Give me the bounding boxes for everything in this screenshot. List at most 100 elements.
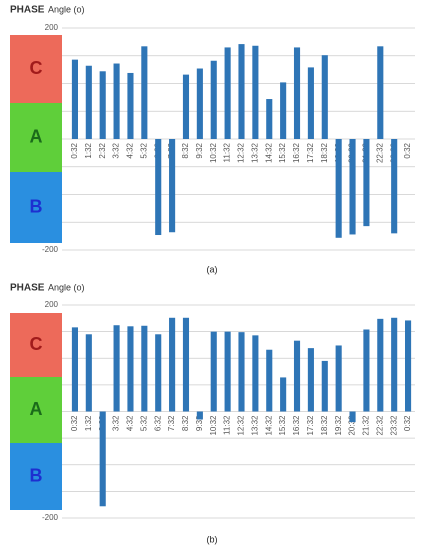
x-tick-label: 4:32 [126, 142, 135, 158]
x-tick-label: 11:32 [223, 415, 232, 435]
bar [224, 331, 231, 412]
bar [293, 340, 301, 412]
x-tick-label: 13:32 [250, 142, 259, 163]
bar [127, 72, 134, 139]
bar [349, 411, 356, 423]
bar [141, 46, 148, 139]
bar [238, 332, 245, 412]
bar [266, 349, 273, 412]
chart-title: PHASE [10, 5, 45, 16]
zone-label: C [30, 58, 43, 78]
chart-subtitle: Angle (ο) [48, 4, 85, 14]
x-tick-label: 4:32 [126, 415, 135, 431]
zone-box [10, 35, 62, 103]
x-tick-label: 17:32 [306, 142, 315, 163]
bar [363, 329, 370, 412]
chart-subtitle: Angle (ο) [48, 282, 85, 292]
zone-label: C [30, 334, 43, 354]
bar [363, 139, 370, 227]
bar [377, 318, 384, 412]
caption: (b) [207, 534, 218, 544]
bar [99, 71, 106, 139]
y-tick-label: -200 [42, 513, 59, 522]
x-tick-label: 15:32 [278, 142, 287, 163]
bar [155, 334, 162, 412]
x-tick-label: 18:32 [320, 142, 329, 163]
bar [405, 320, 412, 412]
caption: (a) [207, 264, 218, 274]
zone-label: A [30, 399, 43, 419]
x-tick-label: 9:32 [195, 415, 204, 431]
x-tick-label: 5:32 [139, 415, 148, 431]
bar [113, 325, 120, 412]
y-tick-label: -200 [42, 245, 59, 254]
x-tick-label: 12:32 [237, 142, 246, 163]
bar [391, 317, 398, 412]
x-tick-label: 8:32 [181, 415, 190, 431]
bar [210, 60, 217, 140]
y-tick-label: 200 [45, 300, 59, 309]
bar [252, 335, 259, 412]
x-tick-label: 22:32 [375, 142, 384, 163]
x-tick-label: 22:32 [375, 415, 384, 436]
bar [113, 63, 120, 139]
bar [169, 317, 176, 412]
bar [210, 331, 217, 412]
bar [196, 68, 203, 139]
bar [155, 139, 162, 236]
x-tick-label: 10:32 [209, 415, 218, 436]
x-tick-label: 7:32 [167, 415, 176, 431]
bar [335, 139, 342, 238]
chart-title: PHASE [10, 283, 45, 294]
bar [307, 67, 314, 139]
x-tick-label: 1:32 [84, 415, 93, 431]
x-tick-label: 0:32 [70, 415, 79, 431]
bar [266, 99, 273, 139]
x-tick-label: 13:32 [250, 415, 259, 436]
bar [85, 334, 92, 412]
x-tick-label: 6:32 [153, 415, 162, 431]
bar [307, 348, 314, 412]
bar [377, 46, 384, 139]
x-tick-label: 20:32 [348, 415, 357, 436]
x-tick-label: 14:32 [264, 142, 273, 163]
bar [224, 47, 231, 139]
x-tick-label: 14:32 [264, 415, 273, 436]
x-tick-label: 16:32 [292, 142, 301, 163]
x-tick-label: 18:32 [320, 415, 329, 436]
bar [196, 411, 203, 420]
bar [85, 65, 92, 139]
bar [391, 139, 398, 234]
x-tick-label: 10:32 [209, 142, 218, 163]
x-tick-label: 8:32 [181, 142, 190, 158]
x-tick-label: 12:32 [237, 415, 246, 436]
zone-label: A [30, 126, 43, 146]
bar [321, 55, 328, 139]
bar [293, 47, 301, 139]
bar [238, 44, 245, 139]
x-tick-label: 5:32 [139, 142, 148, 158]
bar [182, 74, 190, 139]
zone-box [10, 103, 62, 172]
x-tick-label: 21:32 [362, 415, 371, 436]
zone-box [10, 443, 62, 510]
x-tick-label: 9:32 [195, 142, 204, 158]
x-tick-label: 2:32 [98, 142, 107, 158]
bar [141, 325, 148, 412]
zone-box [10, 313, 62, 377]
x-tick-label: 0:32 [403, 415, 412, 431]
bar [335, 345, 342, 412]
bar [252, 45, 259, 140]
zone-label: B [30, 465, 43, 485]
x-tick-label: 1:32 [84, 142, 93, 158]
x-tick-label: 11:32 [223, 142, 232, 162]
bar [169, 139, 176, 233]
bar [182, 317, 190, 412]
zone-box [10, 377, 62, 443]
x-tick-label: 17:32 [306, 415, 315, 436]
x-tick-label: 0:32 [70, 142, 79, 158]
bar [280, 82, 287, 139]
x-tick-label: 0:32 [403, 142, 412, 158]
bar [71, 327, 78, 412]
